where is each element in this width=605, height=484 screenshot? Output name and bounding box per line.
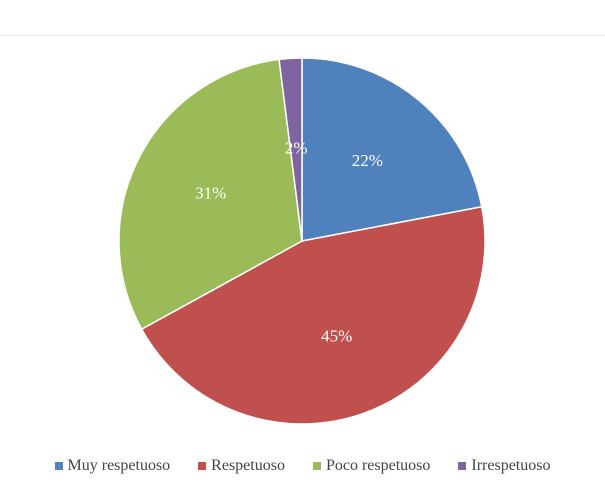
pie-plot-area: 22% 45% 31% 2% [118, 57, 486, 425]
legend-label-respetuoso: Respetuoso [211, 457, 285, 474]
legend-swatch-poco-respetuoso [312, 462, 321, 470]
legend-label-irrespetuoso: Irrespetuoso [471, 457, 551, 474]
legend-item-irrespetuoso: Irrespetuoso [458, 457, 550, 475]
top-divider [0, 35, 605, 36]
legend-item-muy-respetuoso: Muy respetuoso [54, 457, 171, 475]
legend-label-muy-respetuoso: Muy respetuoso [67, 457, 171, 474]
data-label-muy-respetuoso: 22% [352, 151, 383, 170]
legend-item-respetuoso: Respetuoso [198, 457, 285, 475]
legend-label-poco-respetuoso: Poco respetuoso [325, 457, 431, 474]
pie-slice-irrespetuoso [278, 57, 303, 242]
legend-swatch-irrespetuoso [458, 462, 467, 470]
data-label-respetuoso: 45% [321, 326, 352, 345]
pie-slice-muy-respetuoso [301, 57, 483, 242]
pie-slice-respetuoso [140, 205, 486, 425]
legend-item-poco-respetuoso: Poco respetuoso [312, 457, 431, 475]
legend-swatch-muy-respetuoso [54, 462, 63, 470]
chart-legend: Muy respetuoso Respetuoso Poco respetuoso I… [0, 455, 605, 477]
pie-slice-poco-respetuoso [118, 58, 303, 331]
legend-swatch-respetuoso [198, 462, 207, 470]
data-label-poco-respetuoso: 31% [195, 183, 226, 202]
data-label-irrespetuoso: 2% [285, 139, 308, 158]
